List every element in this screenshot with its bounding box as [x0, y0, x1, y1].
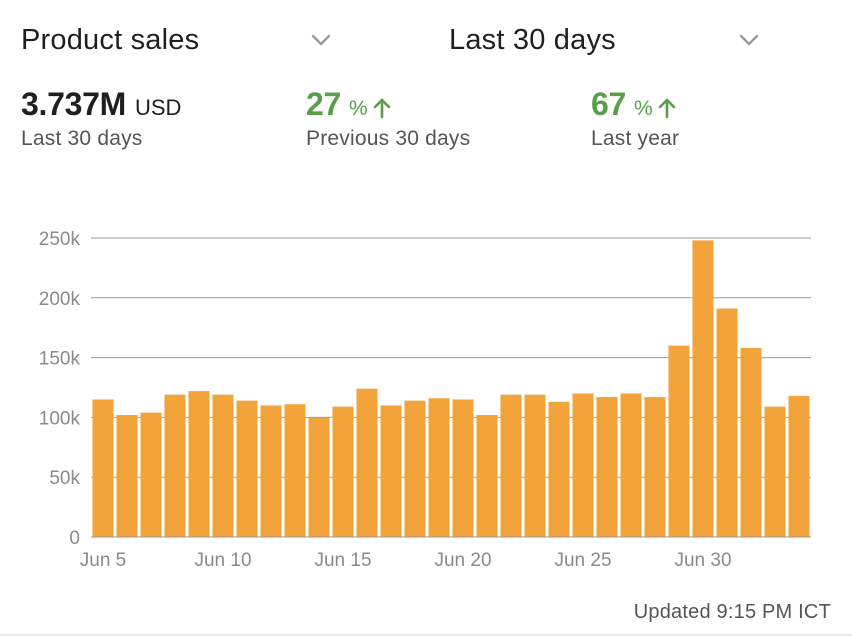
total-sales-stat: 3.737M USD Last 30 days [21, 86, 181, 151]
bar[interactable]: Jun 8 [164, 394, 186, 537]
bar[interactable]: Jun 21 [476, 415, 498, 537]
bar[interactable]: Jun 30 [692, 240, 714, 537]
previous-period-value: 27 [306, 86, 341, 122]
last-year-unit: % [634, 97, 653, 120]
bar[interactable]: Jun 16 [356, 388, 378, 537]
y-tick-label: 100k [39, 408, 81, 429]
bar[interactable]: Jul 2 [740, 348, 762, 537]
bar[interactable]: Jun 20 [452, 399, 474, 537]
x-tick-label: Jun 20 [434, 550, 491, 571]
metric-dropdown[interactable]: Product sales [21, 18, 333, 62]
bottom-divider [0, 634, 852, 636]
previous-period-unit: % [349, 97, 368, 120]
last-year-value: 67 [591, 86, 626, 122]
chevron-down-icon [309, 28, 333, 52]
x-tick-label: Jun 30 [674, 550, 731, 571]
bar[interactable]: Jun 29 [668, 345, 690, 537]
bar[interactable]: Jun 13 [284, 404, 306, 537]
bar[interactable]: Jun 25 [572, 393, 594, 537]
metric-dropdown-label: Product sales [21, 23, 200, 56]
y-tick-label: 200k [39, 289, 81, 310]
bar[interactable]: Jun 22 [500, 394, 522, 537]
chevron-down-icon [737, 28, 761, 52]
bar[interactable]: Jun 24 [548, 401, 570, 537]
bar[interactable]: Jun 26 [596, 397, 618, 537]
bar[interactable]: Jun 27 [620, 393, 642, 537]
x-tick-label: Jun 15 [314, 550, 371, 571]
bar[interactable]: Jun 19 [428, 398, 450, 537]
bar[interactable]: Jun 5 [92, 399, 114, 537]
period-dropdown-label: Last 30 days [449, 23, 616, 56]
bar[interactable]: Jun 23 [524, 394, 546, 537]
total-sales-caption: Last 30 days [21, 127, 143, 150]
bar[interactable]: Jun 15 [332, 406, 354, 537]
bar[interactable]: Jun 28 [644, 397, 666, 537]
x-tick-label: Jun 5 [80, 550, 126, 571]
bar[interactable]: Jun 10 [212, 394, 234, 537]
y-tick-label: 150k [39, 349, 81, 370]
bar[interactable]: Jun 14 [308, 417, 330, 537]
previous-period-stat: 27 % Previous 30 days [306, 86, 470, 151]
bar[interactable]: Jul 3 [764, 406, 786, 537]
bar[interactable]: Jun 18 [404, 400, 426, 537]
bar[interactable]: Jun 17 [380, 405, 402, 537]
bar[interactable]: Jun 11 [236, 400, 258, 537]
bar[interactable]: Jun 9 [188, 391, 210, 537]
y-tick-label: 0 [69, 528, 80, 549]
x-tick-label: Jun 25 [554, 550, 611, 571]
last-year-stat: 67 % Last year [591, 86, 679, 151]
y-tick-label: 50k [49, 468, 80, 489]
bar[interactable]: Jun 6 [116, 415, 138, 537]
updated-timestamp: Updated 9:15 PM ICT [633, 601, 831, 623]
total-sales-value: 3.737M [21, 86, 126, 122]
bar[interactable]: Jul 4 [788, 395, 810, 537]
last-year-caption: Last year [591, 127, 680, 150]
bar[interactable]: Jun 12 [260, 405, 282, 537]
arrow-up-icon [657, 97, 677, 119]
total-sales-unit: USD [134, 95, 182, 120]
bar[interactable]: Jun 7 [140, 412, 162, 537]
y-tick-label: 250k [39, 229, 81, 250]
x-tick-label: Jun 10 [194, 550, 251, 571]
arrow-up-icon [372, 97, 392, 119]
previous-period-caption: Previous 30 days [306, 127, 471, 150]
period-dropdown[interactable]: Last 30 days [449, 18, 761, 62]
bar[interactable]: Jul 1 [716, 308, 738, 537]
